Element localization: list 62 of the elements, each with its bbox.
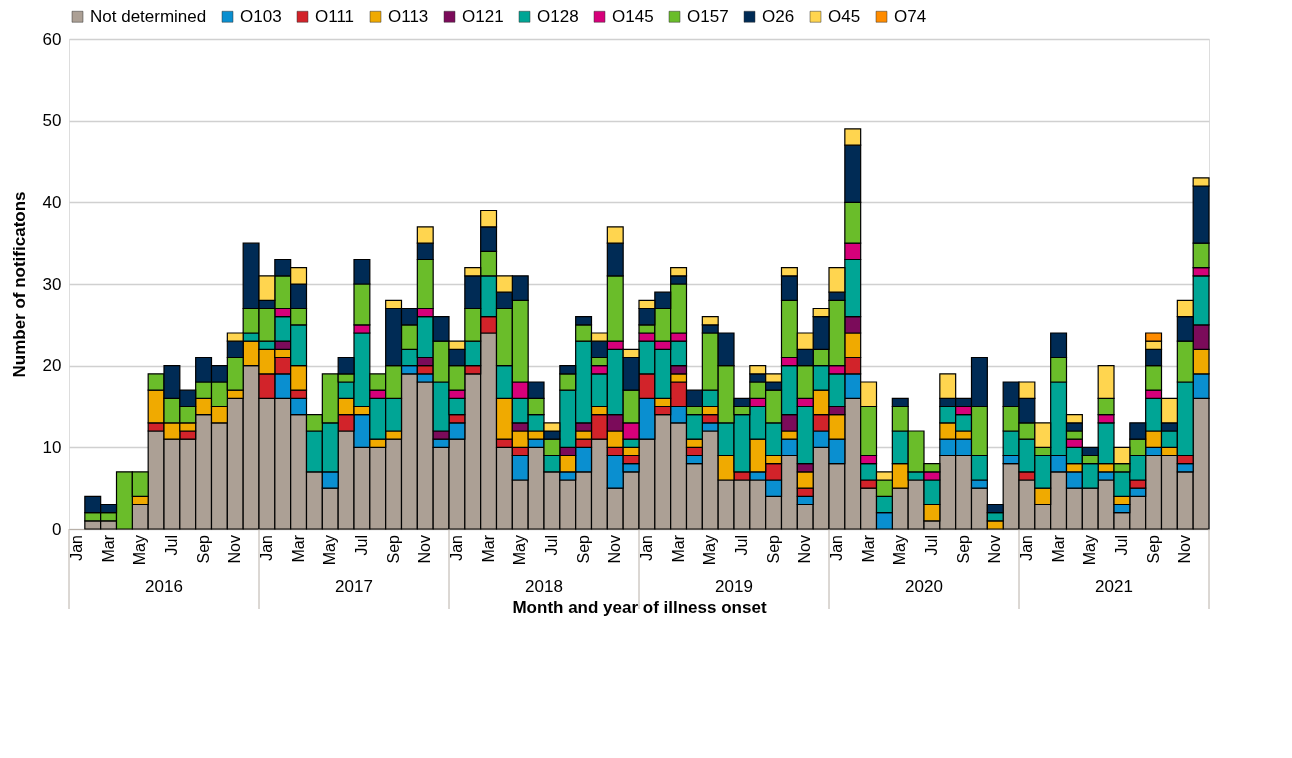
- x-tick-label: May: [321, 535, 339, 566]
- x-tick-label: Jan: [637, 535, 655, 561]
- y-tick-label: 10: [42, 437, 62, 457]
- y-tick-label: 50: [42, 111, 62, 131]
- x-tick-label: Mar: [289, 534, 307, 563]
- x-tick-label: May: [701, 535, 719, 566]
- y-tick-label: 30: [42, 274, 62, 294]
- x-tick-label: Sep: [194, 534, 212, 564]
- x-tick-label: Mar: [99, 534, 117, 563]
- x-tick-label: Jul: [162, 535, 180, 556]
- legend-label: O157: [687, 6, 729, 26]
- text: 2019: [715, 577, 753, 596]
- x-tick-label: Jan: [67, 535, 85, 561]
- x-tick-label: Nov: [606, 535, 624, 564]
- x-tick-label: Sep: [954, 534, 972, 564]
- x-tick-label: Jan: [827, 535, 845, 561]
- y-tick-label: 60: [42, 29, 62, 49]
- x-tick-label: May: [511, 535, 529, 566]
- x-tick-label: Jan: [447, 535, 465, 561]
- legend-label: O111: [315, 6, 355, 26]
- legend-label: O145: [612, 6, 654, 26]
- text: 2018: [525, 577, 563, 596]
- x-tick-label: May: [891, 535, 909, 566]
- legend-label: Not determined: [90, 6, 207, 26]
- x-tick-label: May: [131, 535, 149, 566]
- legend-label: O45: [828, 6, 861, 26]
- legend-label: O103: [240, 6, 282, 26]
- y-tick-label: 20: [42, 356, 62, 376]
- x-tick-label: Jul: [732, 535, 750, 556]
- x-tick-label: Nov: [226, 535, 244, 564]
- x-tick-label: Mar: [859, 534, 877, 563]
- x-tick-label: Sep: [574, 534, 592, 564]
- x-tick-label: Nov: [1176, 535, 1194, 564]
- y-axis-title: Number of notificatons: [9, 191, 29, 378]
- x-tick-label: Mar: [479, 534, 497, 563]
- text: 2020: [905, 577, 943, 596]
- x-tick-label: Jan: [1017, 535, 1035, 561]
- text: 2021: [1095, 577, 1133, 596]
- x-tick-label: Sep: [764, 534, 782, 564]
- legend-label: O128: [537, 6, 579, 26]
- x-axis-title: Month and year of illness onset: [512, 597, 767, 617]
- legend-label: O121: [462, 6, 504, 26]
- x-tick-label: Jul: [1112, 535, 1130, 556]
- x-tick-label: Nov: [796, 535, 814, 564]
- x-tick-label: Jul: [542, 535, 560, 556]
- legend-label: O74: [894, 6, 927, 26]
- text: 2016: [145, 577, 183, 596]
- x-tick-label: Nov: [986, 535, 1004, 564]
- x-tick-label: May: [1081, 535, 1099, 566]
- legend-label: O113: [388, 6, 429, 26]
- y-tick-label: 0: [52, 519, 62, 539]
- x-tick-label: Sep: [384, 534, 402, 564]
- x-tick-label: Jul: [922, 535, 940, 556]
- y-tick-label: 40: [42, 192, 62, 212]
- x-tick-label: Jan: [257, 535, 275, 561]
- x-tick-label: Jul: [352, 535, 370, 556]
- legend-label: O26: [762, 6, 795, 26]
- x-tick-label: Mar: [669, 534, 687, 563]
- x-tick-label: Mar: [1049, 534, 1067, 563]
- x-tick-label: Sep: [1144, 534, 1162, 564]
- x-tick-label: Nov: [416, 535, 434, 564]
- text: 2017: [335, 577, 373, 596]
